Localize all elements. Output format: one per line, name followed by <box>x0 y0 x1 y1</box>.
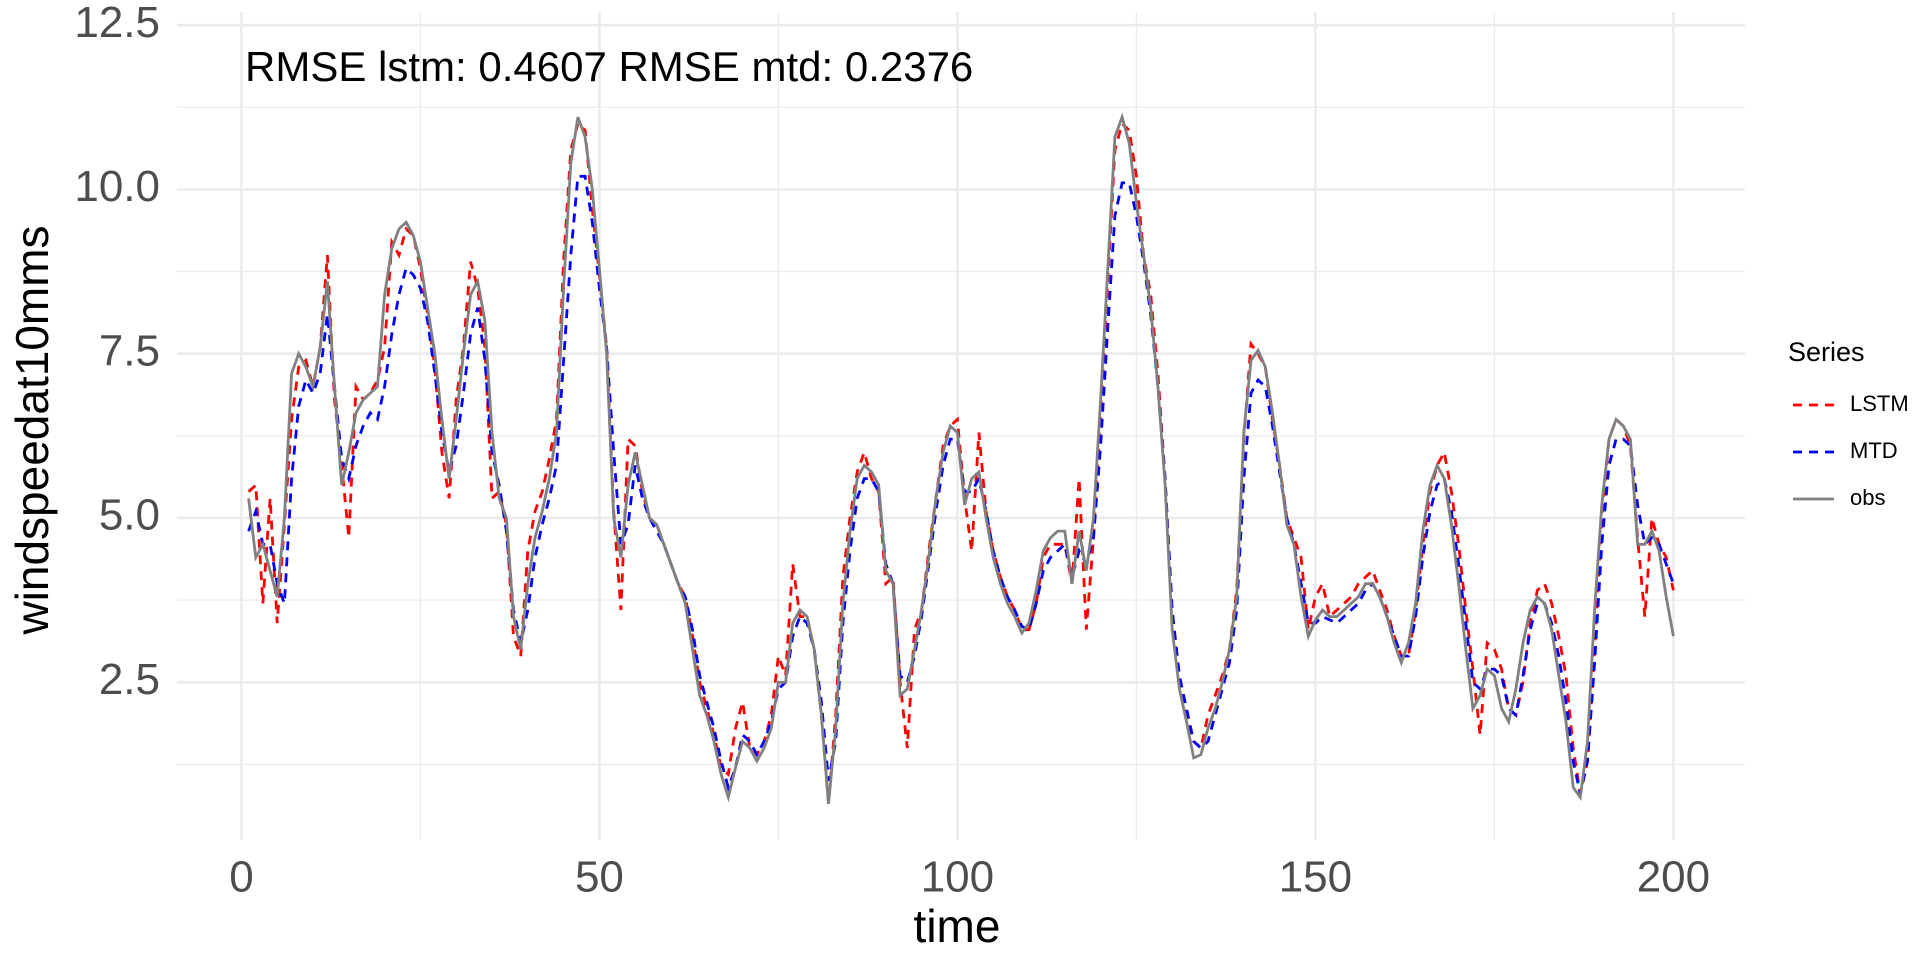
x-tick-label: 100 <box>921 853 994 902</box>
series-line <box>247 112 1675 805</box>
x-tick-label: 0 <box>229 853 253 902</box>
y-tick-label: 10.0 <box>74 162 160 211</box>
x-axis-title: time <box>914 900 1001 952</box>
legend-label: obs <box>1850 485 1885 510</box>
y-tick-label: 12.5 <box>74 0 160 47</box>
y-tick-label: 5.0 <box>99 491 160 540</box>
legend-title: Series <box>1788 337 1865 367</box>
x-tick-label: 150 <box>1279 853 1352 902</box>
y-axis-title: windspeedat10mms <box>6 225 58 635</box>
legend-label: MTD <box>1850 438 1898 463</box>
series-line <box>247 174 1675 795</box>
x-tick-label: 200 <box>1637 853 1710 902</box>
annotation: RMSE lstm: 0.4607 RMSE mtd: 0.2376 <box>245 43 973 90</box>
x-tick-label: 50 <box>575 853 624 902</box>
y-tick-label: 7.5 <box>99 326 160 375</box>
legend-label: LSTM <box>1850 391 1909 416</box>
y-tick-label: 2.5 <box>99 655 160 704</box>
